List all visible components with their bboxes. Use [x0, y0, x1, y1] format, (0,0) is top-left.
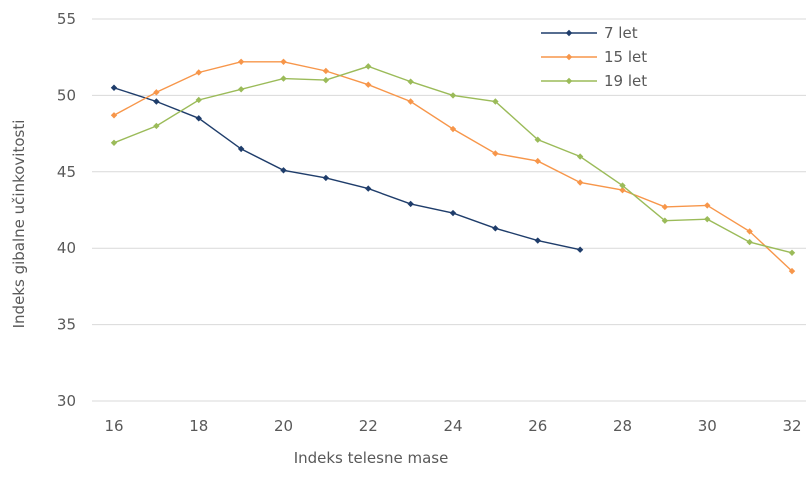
data-point — [280, 75, 287, 82]
y-axis-title: Indeks gibalne učinkovitosti — [10, 120, 28, 329]
legend-item: 7 let — [541, 24, 638, 42]
x-axis-title: Indeks telesne mase — [294, 449, 449, 467]
series-1 — [110, 58, 796, 275]
y-tick-label: 45 — [57, 163, 76, 181]
data-point — [195, 96, 202, 104]
legend-label: 15 let — [604, 48, 647, 66]
data-point — [534, 237, 541, 244]
legend-marker — [565, 77, 573, 85]
data-point — [746, 228, 753, 235]
x-tick-label: 26 — [528, 417, 547, 435]
data-point — [153, 122, 160, 130]
y-tick-label: 30 — [57, 392, 76, 410]
data-point — [449, 92, 457, 99]
y-tick-label: 55 — [57, 10, 76, 28]
legend-label: 19 let — [604, 72, 647, 90]
x-tick-label: 20 — [274, 417, 293, 435]
data-point — [576, 153, 584, 160]
data-point — [195, 69, 202, 76]
data-point — [237, 145, 245, 153]
data-point — [407, 78, 414, 85]
data-point — [449, 209, 457, 217]
x-tick-label: 30 — [698, 417, 717, 435]
data-point — [365, 185, 372, 192]
data-point — [195, 115, 202, 122]
data-point — [704, 202, 711, 209]
data-point — [153, 89, 160, 96]
gridlines — [92, 18, 806, 402]
data-point — [788, 249, 796, 256]
y-tick-label: 50 — [57, 86, 76, 104]
data-point — [788, 267, 796, 275]
data-point — [322, 174, 330, 182]
data-point — [407, 98, 414, 105]
data-point — [322, 67, 330, 75]
data-point — [619, 182, 626, 189]
x-tick-label: 18 — [189, 417, 208, 435]
data-point — [110, 112, 118, 119]
data-point — [704, 215, 711, 223]
data-point — [576, 179, 584, 186]
data-point — [110, 139, 118, 146]
x-axis-ticks: 16 18 20 22 24 26 28 30 32 — [104, 417, 801, 435]
data-point — [576, 246, 584, 253]
data-point — [661, 203, 669, 211]
data-point — [237, 86, 245, 93]
x-tick-label: 32 — [782, 417, 801, 435]
legend-item: 19 let — [541, 72, 647, 90]
data-point — [492, 150, 499, 157]
data-point — [534, 136, 541, 143]
series-lines — [110, 58, 796, 275]
data-point — [110, 84, 118, 91]
y-tick-label: 35 — [57, 316, 76, 334]
data-point — [280, 58, 287, 65]
data-point — [280, 167, 287, 174]
y-tick-label: 40 — [57, 239, 76, 257]
data-point — [153, 98, 160, 105]
x-tick-label: 16 — [104, 417, 123, 435]
data-point — [322, 76, 330, 84]
series-2 — [110, 63, 796, 256]
y-axis-ticks: 30 35 40 45 50 55 — [57, 10, 76, 410]
data-point — [492, 98, 499, 105]
series-0 — [110, 84, 584, 253]
legend-item: 15 let — [541, 48, 647, 66]
data-point — [746, 238, 753, 246]
data-point — [365, 63, 372, 70]
data-point — [365, 81, 372, 88]
data-point — [534, 157, 541, 165]
legend-marker — [565, 53, 573, 61]
data-point — [237, 58, 245, 65]
legend-marker — [565, 29, 573, 37]
x-tick-label: 24 — [443, 417, 462, 435]
data-point — [407, 200, 414, 208]
data-point — [619, 186, 626, 194]
legend: 7 let 15 let 19 let — [541, 24, 647, 90]
legend-label: 7 let — [604, 24, 638, 42]
series-line — [113, 87, 581, 251]
data-point — [661, 217, 669, 224]
data-point — [492, 225, 499, 232]
x-tick-label: 22 — [359, 417, 378, 435]
data-point — [449, 125, 457, 133]
x-tick-label: 28 — [613, 417, 632, 435]
